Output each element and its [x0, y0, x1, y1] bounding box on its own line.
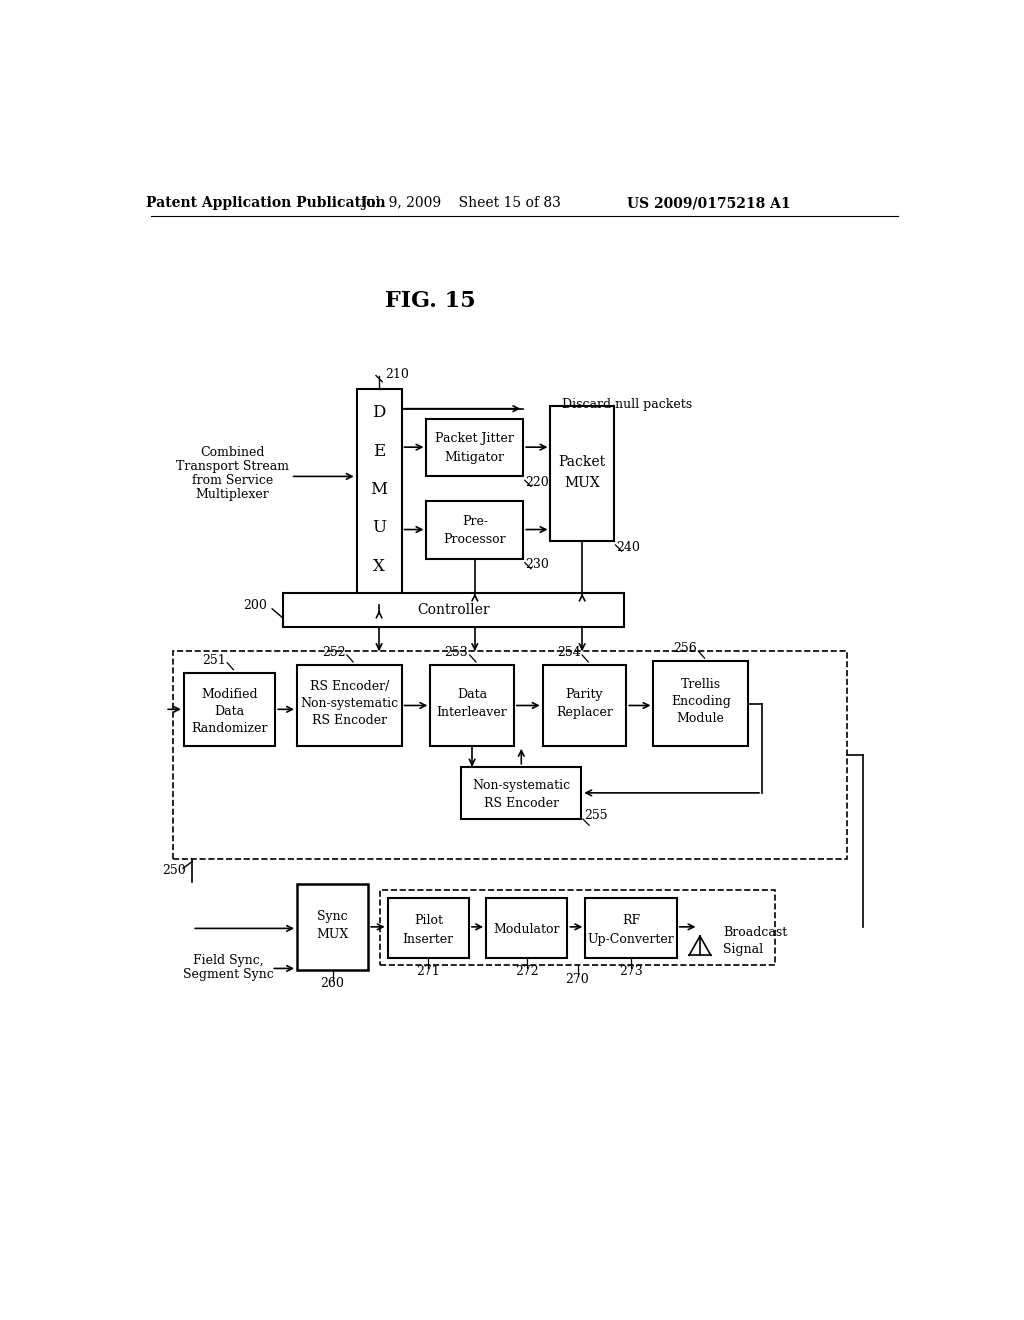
Text: RS Encoder/: RS Encoder/: [309, 680, 389, 693]
Text: Trellis: Trellis: [681, 677, 721, 690]
Text: RS Encoder: RS Encoder: [311, 714, 387, 727]
Text: 251: 251: [202, 653, 225, 667]
Text: Interleaver: Interleaver: [436, 706, 508, 719]
Text: E: E: [373, 442, 385, 459]
Text: 254: 254: [557, 647, 581, 659]
Text: Jul. 9, 2009    Sheet 15 of 83: Jul. 9, 2009 Sheet 15 of 83: [361, 197, 561, 210]
Text: 252: 252: [322, 647, 345, 659]
Text: Processor: Processor: [443, 533, 506, 546]
Text: MUX: MUX: [564, 477, 600, 490]
Text: Packet: Packet: [558, 455, 606, 469]
Text: X: X: [373, 558, 385, 576]
Bar: [388, 898, 469, 958]
Text: 210: 210: [385, 367, 410, 380]
Bar: [380, 890, 775, 965]
Bar: [183, 673, 275, 746]
Text: RS Encoder: RS Encoder: [483, 797, 559, 810]
Text: Non-systematic: Non-systematic: [300, 697, 398, 710]
Bar: [461, 767, 582, 818]
Text: Modulator: Modulator: [494, 924, 560, 936]
Bar: [653, 661, 748, 746]
Text: 271: 271: [417, 965, 440, 978]
Text: Module: Module: [677, 713, 725, 726]
Text: MUX: MUX: [316, 928, 349, 941]
Text: Multiplexer: Multiplexer: [196, 487, 269, 500]
Text: Signal: Signal: [723, 942, 763, 956]
Text: from Service: from Service: [193, 474, 273, 487]
Bar: [426, 502, 523, 558]
Text: Up-Converter: Up-Converter: [588, 933, 675, 945]
Bar: [297, 665, 401, 746]
Bar: [173, 651, 847, 859]
Text: US 2009/0175218 A1: US 2009/0175218 A1: [628, 197, 792, 210]
Text: Patent Application Publication: Patent Application Publication: [146, 197, 386, 210]
Text: Modified: Modified: [201, 688, 258, 701]
Text: Broadcast: Broadcast: [723, 925, 787, 939]
Bar: [356, 389, 401, 605]
Text: Pre-: Pre-: [462, 515, 487, 528]
Bar: [426, 418, 523, 477]
Text: Mitigator: Mitigator: [444, 450, 505, 463]
Text: Field Sync,: Field Sync,: [194, 954, 264, 968]
Bar: [550, 407, 614, 541]
Text: 250: 250: [163, 865, 186, 878]
Text: Combined: Combined: [201, 446, 265, 459]
Text: Packet Jitter: Packet Jitter: [435, 432, 514, 445]
Text: Data: Data: [214, 705, 245, 718]
Text: 273: 273: [620, 965, 643, 978]
Text: Encoding: Encoding: [671, 694, 731, 708]
Text: Sync: Sync: [317, 909, 348, 923]
Text: 255: 255: [584, 809, 607, 822]
Text: RF: RF: [622, 915, 640, 927]
Bar: [486, 898, 567, 958]
Text: 220: 220: [525, 477, 549, 490]
Text: Replacer: Replacer: [556, 706, 613, 719]
Text: Pilot: Pilot: [414, 915, 442, 927]
Text: M: M: [371, 480, 388, 498]
Text: Data: Data: [457, 688, 487, 701]
Text: Parity: Parity: [565, 688, 603, 701]
Text: 272: 272: [515, 965, 539, 978]
Text: Randomizer: Randomizer: [191, 722, 267, 735]
Bar: [297, 884, 369, 970]
Text: Segment Sync: Segment Sync: [183, 968, 274, 981]
Text: 200: 200: [244, 599, 267, 612]
Bar: [283, 594, 624, 627]
Text: U: U: [372, 520, 386, 536]
Text: 260: 260: [321, 977, 344, 990]
Text: 240: 240: [616, 541, 640, 554]
Text: Non-systematic: Non-systematic: [472, 779, 570, 792]
Text: 230: 230: [525, 558, 550, 572]
Bar: [586, 898, 677, 958]
Text: 253: 253: [444, 647, 468, 659]
Text: Controller: Controller: [417, 603, 489, 618]
Text: Transport Stream: Transport Stream: [176, 459, 289, 473]
Text: Discard null packets: Discard null packets: [562, 399, 692, 412]
Text: FIG. 15: FIG. 15: [385, 290, 475, 312]
Text: 270: 270: [565, 973, 590, 986]
Text: D: D: [373, 404, 386, 421]
Text: Inserter: Inserter: [402, 933, 454, 945]
Bar: [543, 665, 627, 746]
Bar: [430, 665, 514, 746]
Text: 256: 256: [673, 643, 697, 656]
